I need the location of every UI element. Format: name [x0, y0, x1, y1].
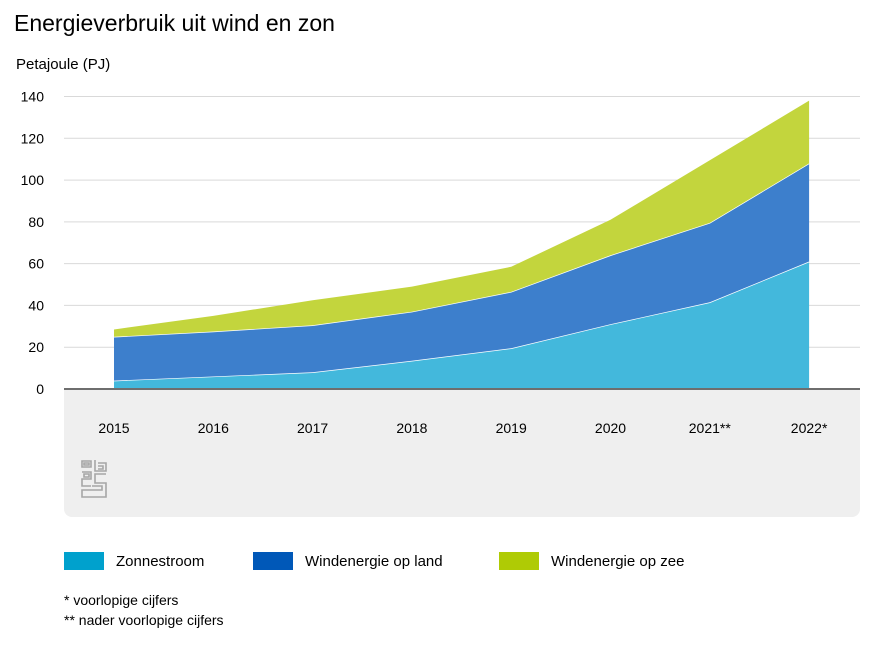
area-series — [113, 100, 810, 389]
cbs-logo-icon — [81, 460, 107, 498]
area-windenergie-op-land — [114, 163, 810, 381]
x-tick-label: 2018 — [396, 420, 427, 436]
chart-title: Energieverbruik uit wind en zon — [14, 10, 335, 36]
x-tick-label: 2020 — [595, 420, 626, 436]
x-tick-labels: 2015 2016 2017 2018 2019 2020 2021** 2022* — [98, 420, 828, 436]
legend-item-wind-land: Windenergie op land — [253, 549, 443, 573]
y-tick-label: 20 — [28, 339, 44, 355]
x-tick-label: 2021** — [689, 420, 732, 436]
y-tick-labels: 0 20 40 60 80 100 120 140 — [21, 89, 45, 398]
y-tick-label: 0 — [36, 381, 44, 397]
legend-item-wind-zee: Windenergie op zee — [499, 549, 684, 573]
footnotes: * voorlopige cijfers ** nader voorlopige… — [64, 590, 224, 630]
footnote-nader-voorlopig: ** nader voorlopige cijfers — [64, 612, 224, 628]
y-tick-label: 120 — [21, 130, 45, 146]
area-zonnestroom — [114, 261, 810, 389]
y-tick-label: 80 — [28, 214, 44, 230]
x-tick-label: 2015 — [98, 420, 129, 436]
x-tick-label: 2016 — [198, 420, 229, 436]
legend-label: Windenergie op land — [305, 552, 443, 570]
x-tick-label: 2019 — [496, 420, 527, 436]
y-tick-label: 140 — [21, 89, 45, 105]
x-axis-panel — [64, 389, 860, 517]
legend-item-zonnestroom: Zonnestroom — [64, 549, 204, 573]
legend-swatch-wind-zee — [499, 552, 539, 570]
legend-swatch-wind-land — [253, 552, 293, 570]
y-tick-label: 40 — [28, 297, 44, 313]
legend: Zonnestroom Windenergie op land Windener… — [64, 549, 864, 573]
legend-label: Zonnestroom — [116, 552, 205, 570]
y-tick-label: 60 — [28, 256, 44, 272]
legend-label: Windenergie op zee — [551, 552, 685, 570]
y-tick-label: 100 — [21, 172, 45, 188]
legend-swatch-zonnestroom — [64, 552, 104, 570]
y-axis-label: Petajoule (PJ) — [16, 56, 111, 73]
x-tick-label: 2022* — [791, 420, 828, 436]
area-windenergie-op-zee — [114, 100, 810, 337]
footnote-voorlopig: * voorlopige cijfers — [64, 592, 179, 608]
x-tick-label: 2017 — [297, 420, 328, 436]
